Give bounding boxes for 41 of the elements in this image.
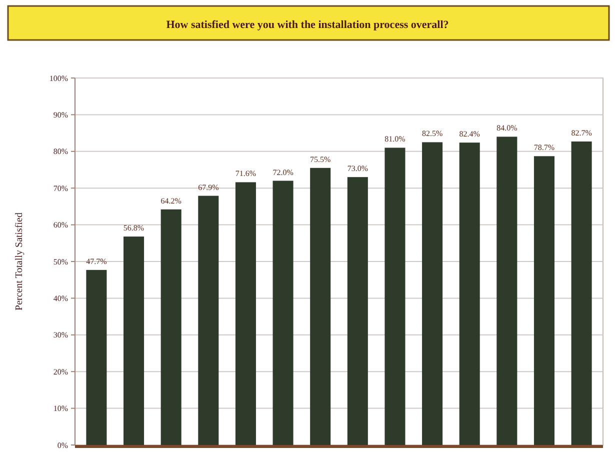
data-label: 73.0%	[347, 164, 368, 174]
y-tick-label: 0%	[57, 440, 68, 450]
y-tick-label: 60%	[53, 220, 68, 230]
bar	[347, 177, 368, 445]
y-tick-label: 20%	[53, 367, 68, 376]
bar	[235, 182, 256, 445]
bar	[571, 141, 592, 445]
data-label: 56.8%	[123, 224, 144, 233]
y-tick-label: 100%	[49, 74, 68, 83]
y-tick-label: 90%	[53, 110, 68, 120]
y-tick-label: 70%	[53, 184, 68, 193]
y-tick-label: 30%	[53, 330, 68, 340]
data-label: 75.5%	[310, 154, 332, 164]
y-axis-title: Percent Totally Satisfied	[14, 212, 25, 310]
data-label: 72.0%	[272, 168, 294, 177]
bar	[86, 270, 107, 445]
data-label: 64.2%	[160, 196, 182, 206]
bar	[272, 180, 294, 445]
bar	[160, 209, 182, 445]
data-label: 82.5%	[422, 129, 443, 138]
data-label: 82.4%	[459, 130, 480, 139]
bar	[459, 142, 480, 445]
bar	[496, 136, 518, 445]
data-label: 81.0%	[384, 134, 406, 144]
y-tick-label: 10%	[53, 404, 68, 414]
data-label: 47.7%	[86, 256, 108, 266]
chart-title: How satisfied were you with the installation process overall?	[166, 19, 449, 31]
data-label: 71.6%	[235, 169, 256, 178]
bar	[124, 236, 144, 445]
data-label: 84.0%	[496, 124, 518, 133]
bar	[534, 156, 554, 445]
data-label: 67.9%	[198, 182, 220, 192]
bar	[422, 142, 443, 445]
y-tick-label: 50%	[53, 257, 68, 266]
data-label: 82.7%	[571, 128, 592, 138]
y-tick-label: 80%	[53, 147, 68, 156]
data-label: 78.7%	[534, 143, 555, 152]
y-tick-label: 40%	[53, 294, 68, 303]
bar	[384, 148, 406, 445]
bar	[310, 168, 331, 445]
bar	[198, 196, 219, 445]
